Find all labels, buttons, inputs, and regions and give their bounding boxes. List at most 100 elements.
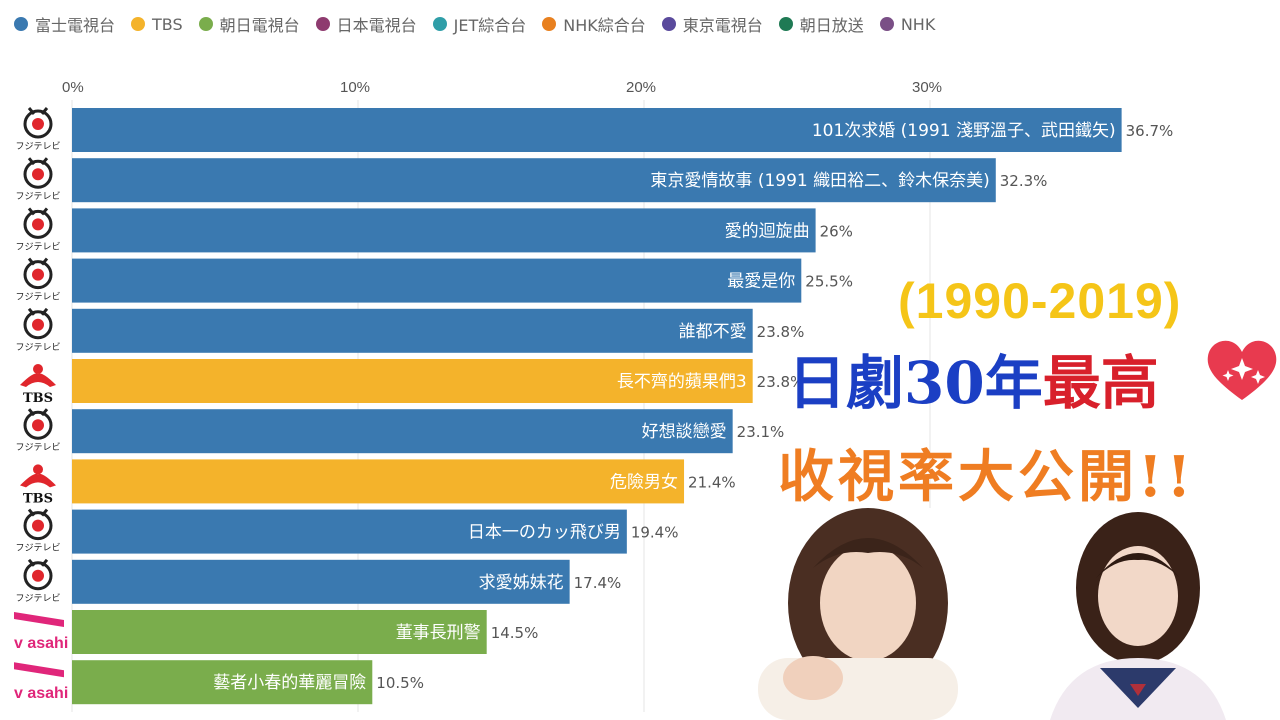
bar-value-label: 14.5% xyxy=(491,624,539,642)
bar[interactable] xyxy=(72,459,685,504)
network-logo-text: v asahi xyxy=(14,685,68,702)
bar-label: 長不齊的蘋果們3 xyxy=(617,372,747,392)
network-logo-icon: v asahi xyxy=(14,662,68,702)
heart-icon xyxy=(1207,340,1277,400)
x-tick-label: 30% xyxy=(912,79,942,96)
legend-label: NHK xyxy=(900,14,936,34)
bar[interactable] xyxy=(72,610,487,654)
network-logo-icon: フジテレビ xyxy=(15,307,61,353)
network-logo-text: TBS xyxy=(23,491,53,506)
bar[interactable] xyxy=(72,108,1122,152)
bar-value-label: 32.3% xyxy=(1000,172,1048,190)
bar[interactable] xyxy=(72,359,753,403)
legend-label: 富士電視台 xyxy=(35,16,116,35)
network-logo-text: フジテレビ xyxy=(15,593,60,604)
bar-value-label: 19.4% xyxy=(631,524,679,542)
bar[interactable] xyxy=(72,559,570,604)
bar-label: 最愛是你 xyxy=(727,272,795,292)
legend: 富士電視台 TBS 朝日電視台 日本電視台 JET綜合台 NHK綜合台 東京電視台 朝日放送 N… xyxy=(14,12,951,36)
network-logo-icon: フジテレビ xyxy=(15,257,61,303)
bar-label: 董事長刑警 xyxy=(396,623,481,643)
legend-dot-icon xyxy=(661,17,676,31)
x-tick-label: 10% xyxy=(340,79,370,96)
overlay-title-part1: 日劇30年 xyxy=(788,349,1043,417)
legend-item[interactable]: NHK綜合台 xyxy=(542,12,646,36)
bar[interactable] xyxy=(72,158,996,203)
network-logo-text: TBS xyxy=(23,391,53,406)
legend-item[interactable]: NHK xyxy=(879,12,936,36)
legend-label: JET綜合台 xyxy=(453,16,527,35)
overlay-years: (1990-2019) xyxy=(898,273,1182,329)
bar-value-label: 36.7% xyxy=(1126,122,1174,140)
legend-label: 東京電視台 xyxy=(682,16,763,35)
legend-dot-icon xyxy=(315,17,330,31)
legend-label: 朝日放送 xyxy=(799,16,864,35)
legend-item[interactable]: TBS xyxy=(131,12,183,36)
x-tick-label: 0% xyxy=(62,79,84,96)
network-logo-text: フジテレビ xyxy=(15,191,60,202)
legend-dot-icon xyxy=(131,17,146,31)
bar-label: 求愛姊妹花 xyxy=(479,573,564,593)
network-logo-icon: TBS xyxy=(20,364,56,406)
bar-label: 愛的迴旋曲 xyxy=(725,221,810,241)
bar[interactable] xyxy=(72,509,627,554)
bar-label: 危險男女 xyxy=(610,472,678,492)
legend-dot-icon xyxy=(198,17,213,31)
network-logo-text: フジテレビ xyxy=(15,442,60,453)
bar-value-label: 10.5% xyxy=(376,674,424,692)
network-logo-icon: フジテレビ xyxy=(15,508,61,554)
bar[interactable] xyxy=(72,258,802,303)
network-logo-text: フジテレビ xyxy=(15,141,60,152)
overlay-subtitle: 收視率大公開!! xyxy=(778,444,1196,510)
network-logo-text: フジテレビ xyxy=(15,342,60,353)
bar-value-label: 21.4% xyxy=(688,473,736,491)
network-logo-text: フジテレビ xyxy=(15,543,60,554)
bar-value-label: 17.4% xyxy=(574,574,622,592)
network-logo-icon: v asahi xyxy=(14,612,68,652)
legend-dot-icon xyxy=(778,17,793,31)
network-logo-icon: フジテレビ xyxy=(15,107,61,152)
bar[interactable] xyxy=(72,409,733,454)
bar[interactable] xyxy=(72,208,816,253)
bar-label: 東京愛情故事 (1991 織田裕二、鈴木保奈美) xyxy=(650,171,989,191)
legend-label: TBS xyxy=(152,14,183,34)
legend-label: 朝日電視台 xyxy=(219,16,300,35)
bar-label: 誰都不愛 xyxy=(679,322,747,342)
overlay-title: 日劇30年最高 xyxy=(788,336,1159,420)
x-tick-label: 20% xyxy=(626,79,656,96)
actress-photo-right xyxy=(1030,508,1240,720)
bar-value-label: 26% xyxy=(820,222,853,240)
network-logo-text: フジテレビ xyxy=(15,292,60,303)
network-logo-icon: フジテレビ xyxy=(15,207,61,252)
network-logo-icon: フジテレビ xyxy=(15,157,61,202)
actress-photo-left xyxy=(718,508,988,720)
network-logo-text: v asahi xyxy=(14,635,68,652)
legend-item[interactable]: 富士電視台 xyxy=(14,12,115,36)
bar-label: 藝者小春的華麗冒險 xyxy=(213,673,366,693)
legend-dot-icon xyxy=(14,17,28,31)
bar[interactable] xyxy=(72,660,373,705)
legend-item[interactable]: 朝日放送 xyxy=(778,12,864,36)
bar-value-label: 23.8% xyxy=(757,373,805,391)
legend-label: NHK綜合台 xyxy=(563,16,646,35)
bar-value-label: 23.8% xyxy=(757,323,805,341)
bar-label: 日本一のカッ飛び男 xyxy=(468,523,621,543)
legend-dot-icon xyxy=(879,17,894,31)
legend-dot-icon xyxy=(432,17,447,31)
legend-label: 日本電視台 xyxy=(336,16,417,35)
network-logo-icon: フジテレビ xyxy=(15,408,61,453)
bar-value-label: 23.1% xyxy=(737,423,785,441)
bar[interactable] xyxy=(72,308,753,353)
network-logo-icon: TBS xyxy=(20,464,56,506)
bar-value-label: 25.5% xyxy=(805,273,853,291)
legend-item[interactable]: JET綜合台 xyxy=(432,12,527,36)
overlay-title-part2: 最高 xyxy=(1042,349,1159,417)
legend-dot-icon xyxy=(542,17,557,31)
network-logo-text: フジテレビ xyxy=(15,241,60,252)
bar-label: 好想談戀愛 xyxy=(642,422,727,442)
legend-item[interactable]: 東京電視台 xyxy=(661,12,763,36)
legend-item[interactable]: 朝日電視台 xyxy=(198,12,300,36)
legend-item[interactable]: 日本電視台 xyxy=(315,12,417,36)
network-logo-icon: フジテレビ xyxy=(15,558,61,604)
